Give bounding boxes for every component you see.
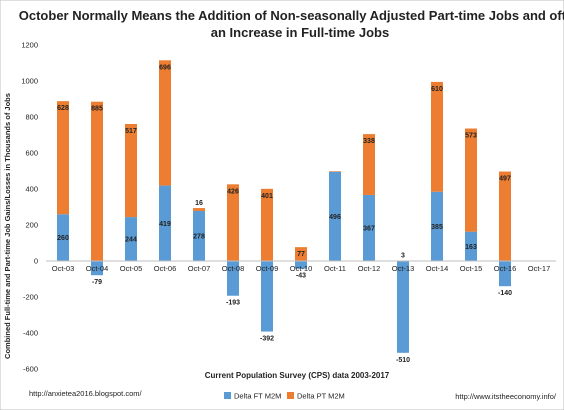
- bar-pt: [125, 124, 137, 218]
- data-label-ft: -140: [498, 290, 512, 297]
- legend-label-pt: Delta PT M2M: [297, 392, 345, 401]
- bar-pt: [329, 171, 341, 172]
- x-tick-label: Oct-05: [120, 264, 143, 273]
- chart-title-line-2: an Increase in Full-time Jobs: [211, 25, 389, 40]
- data-label-ft: 496: [329, 214, 341, 221]
- legend-label-ft: Delta FT M2M: [234, 392, 281, 401]
- data-label-ft: -43: [296, 273, 306, 280]
- x-tick-label: Oct-04: [86, 264, 109, 273]
- data-label-ft: 260: [57, 235, 69, 242]
- bar-ft: [397, 261, 409, 353]
- data-label-pt: 573: [465, 133, 477, 140]
- bar-ft: [227, 261, 239, 296]
- data-label-ft: 385: [431, 224, 443, 231]
- bar-ft: [261, 261, 273, 332]
- x-tick-label: Oct-14: [426, 264, 449, 273]
- data-label-pt: 401: [261, 193, 273, 200]
- bar-pt: [193, 208, 205, 211]
- bar-ft: [159, 185, 171, 261]
- bar-pt: [261, 188, 273, 261]
- data-label-ft: -510: [396, 357, 410, 364]
- y-tick-label: 200: [25, 221, 38, 230]
- x-tick-label: Oct-09: [256, 264, 279, 273]
- bar-pt: [465, 128, 477, 232]
- source-url-left: http://anxietea2016.blogspot.com/: [29, 389, 142, 398]
- y-tick-label: -600: [23, 365, 38, 374]
- x-tick-label: Oct-06: [154, 264, 177, 273]
- bar-ft: [499, 261, 511, 287]
- bar-pt: [363, 134, 375, 195]
- x-tick-label: Oct-11: [324, 264, 346, 273]
- legend-swatch-pt: [287, 392, 294, 399]
- legend-swatch-ft: [224, 392, 231, 399]
- y-tick-label: 400: [25, 185, 38, 194]
- y-tick-label: 1200: [21, 41, 38, 50]
- data-label-pt: 338: [363, 138, 375, 145]
- bar-ft: [329, 171, 341, 261]
- bars: [57, 60, 511, 353]
- x-tick-label: Oct-12: [358, 264, 381, 273]
- bar-ft: [57, 214, 69, 261]
- bar-pt: [91, 101, 103, 261]
- bar-pt: [499, 171, 511, 261]
- bar-pt: [159, 60, 171, 186]
- x-tick-label: Oct-03: [52, 264, 75, 273]
- source-url-right: http://www.itstheeconomy.info/: [455, 392, 557, 401]
- data-label-ft: 244: [125, 237, 137, 244]
- data-label-pt: 696: [159, 64, 171, 71]
- data-label-ft: 419: [159, 221, 171, 228]
- bar-ft: [363, 194, 375, 261]
- data-label-pt: 77: [297, 251, 305, 258]
- data-label-pt: 497: [499, 176, 511, 183]
- y-tick-label: 1000: [21, 77, 38, 86]
- x-tick-label: Oct-17: [528, 264, 551, 273]
- data-label-ft: 278: [193, 233, 205, 240]
- bar-ft: [193, 210, 205, 261]
- bar-ft: [91, 261, 103, 276]
- bar-pt: [227, 184, 239, 261]
- y-tick-label: 0: [34, 257, 38, 266]
- data-label-pt: 610: [431, 86, 443, 93]
- x-tick-label: Oct-16: [494, 264, 517, 273]
- chart-title-line-1: October Normally Means the Addition of N…: [19, 8, 564, 23]
- x-tick-label: Oct-08: [222, 264, 245, 273]
- bar-ft: [431, 191, 443, 261]
- x-tick-label: Oct-10: [290, 264, 313, 273]
- data-label-ft: -79: [92, 279, 102, 286]
- y-axis-label: Combined Full-time and Part-time Job Gai…: [3, 93, 12, 359]
- bar-pt: [57, 101, 69, 215]
- data-label-pt: 885: [91, 106, 103, 113]
- legend: Delta FT M2M Delta PT M2M: [224, 392, 345, 401]
- data-label-pt: 3: [401, 252, 405, 259]
- y-tick-label: 800: [25, 113, 38, 122]
- data-label-pt: 16: [195, 200, 203, 207]
- y-tick-label: -400: [23, 329, 38, 338]
- x-axis-ticks: Oct-03 Oct-04 Oct-05 Oct-06 Oct-07 Oct-08 Oct-…: [52, 264, 551, 273]
- data-label-ft: 163: [465, 244, 477, 251]
- bar-ft: [125, 217, 137, 261]
- bar-pt: [431, 81, 443, 192]
- x-tick-label: Oct-07: [188, 264, 211, 273]
- data-label-pt: 426: [227, 188, 239, 195]
- x-axis-label: Current Population Survey (CPS) data 200…: [205, 371, 390, 380]
- y-tick-label: -200: [23, 293, 38, 302]
- bar-ft: [465, 231, 477, 261]
- data-labels: 260 628 -79 885 244 517 419 696 278 16 -193 426 -392…: [57, 64, 512, 364]
- data-label-ft: -392: [260, 336, 274, 343]
- data-label-ft: 367: [363, 225, 375, 232]
- bar-pt: [295, 247, 307, 261]
- data-label-pt: 628: [57, 105, 69, 112]
- y-tick-label: 600: [25, 149, 38, 158]
- bar-ft: [295, 261, 307, 269]
- y-axis-ticks: 1200 1000 800 600 400 200 0 -200 -400 -600: [21, 41, 38, 374]
- x-tick-label: Oct-15: [460, 264, 483, 273]
- x-tick-label: Oct-13: [392, 264, 415, 273]
- data-label-pt: 517: [125, 128, 137, 135]
- data-label-ft: -193: [226, 300, 240, 307]
